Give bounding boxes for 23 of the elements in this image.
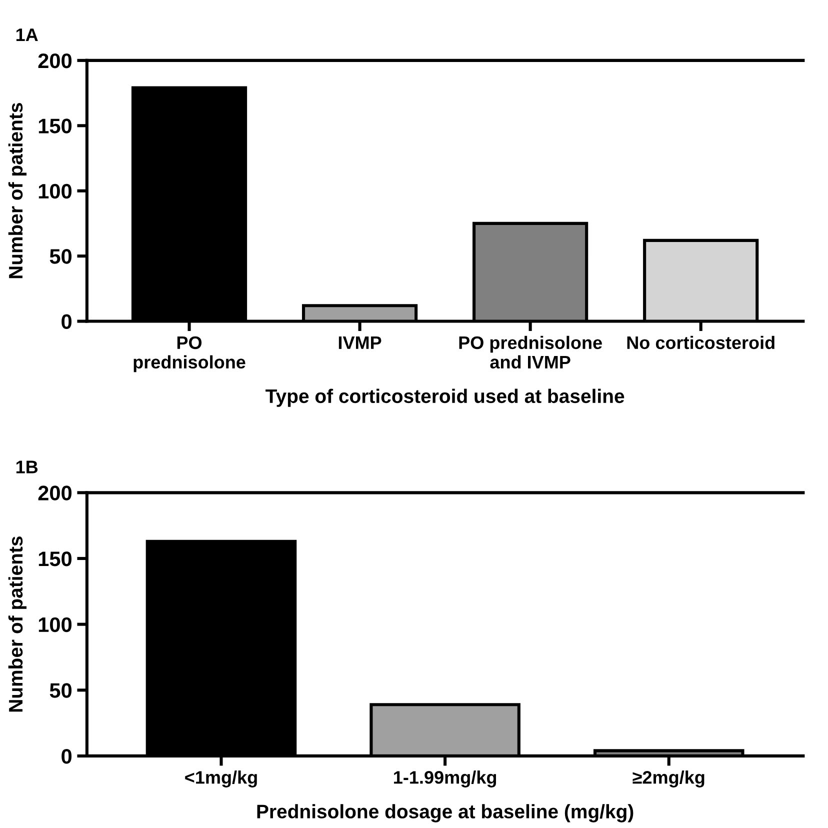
y-tick-label: 150 <box>38 118 72 134</box>
x-tick-label: 1-1.99mg/kg <box>394 770 496 788</box>
y-tick-label: 200 <box>38 53 72 68</box>
x-tick-label: ≥2mg/kg <box>632 770 704 788</box>
y-tick-label: 100 <box>38 617 72 632</box>
y-axis-title: Number of patients <box>8 103 26 278</box>
x-tick-label: IVMP <box>338 336 382 349</box>
x-axis-title: Type of corticosteroid used at baseline <box>266 388 624 407</box>
y-tick-label: 150 <box>38 551 72 566</box>
chart-title: 1A <box>16 28 38 41</box>
y-tick-label: 200 <box>38 486 72 500</box>
x-tick-label: <1mg/kg <box>185 770 257 788</box>
chart-title: 1B <box>16 460 38 474</box>
y-axis-title: Number of patients <box>8 536 26 712</box>
y-tick-label: 0 <box>62 748 72 764</box>
x-axis-title: Prednisolone dosage at baseline (mg/kg) <box>257 804 634 822</box>
y-tick-label: 50 <box>50 683 72 698</box>
x-tick-label: No corticosteroid <box>627 336 774 350</box>
x-tick-label: PO prednisolone and IVMP <box>459 336 602 369</box>
y-tick-label: 100 <box>38 184 72 199</box>
y-tick-label: 0 <box>62 314 72 330</box>
x-tick-label: PO prednisolone <box>134 336 246 372</box>
y-tick-label: 50 <box>50 249 72 264</box>
